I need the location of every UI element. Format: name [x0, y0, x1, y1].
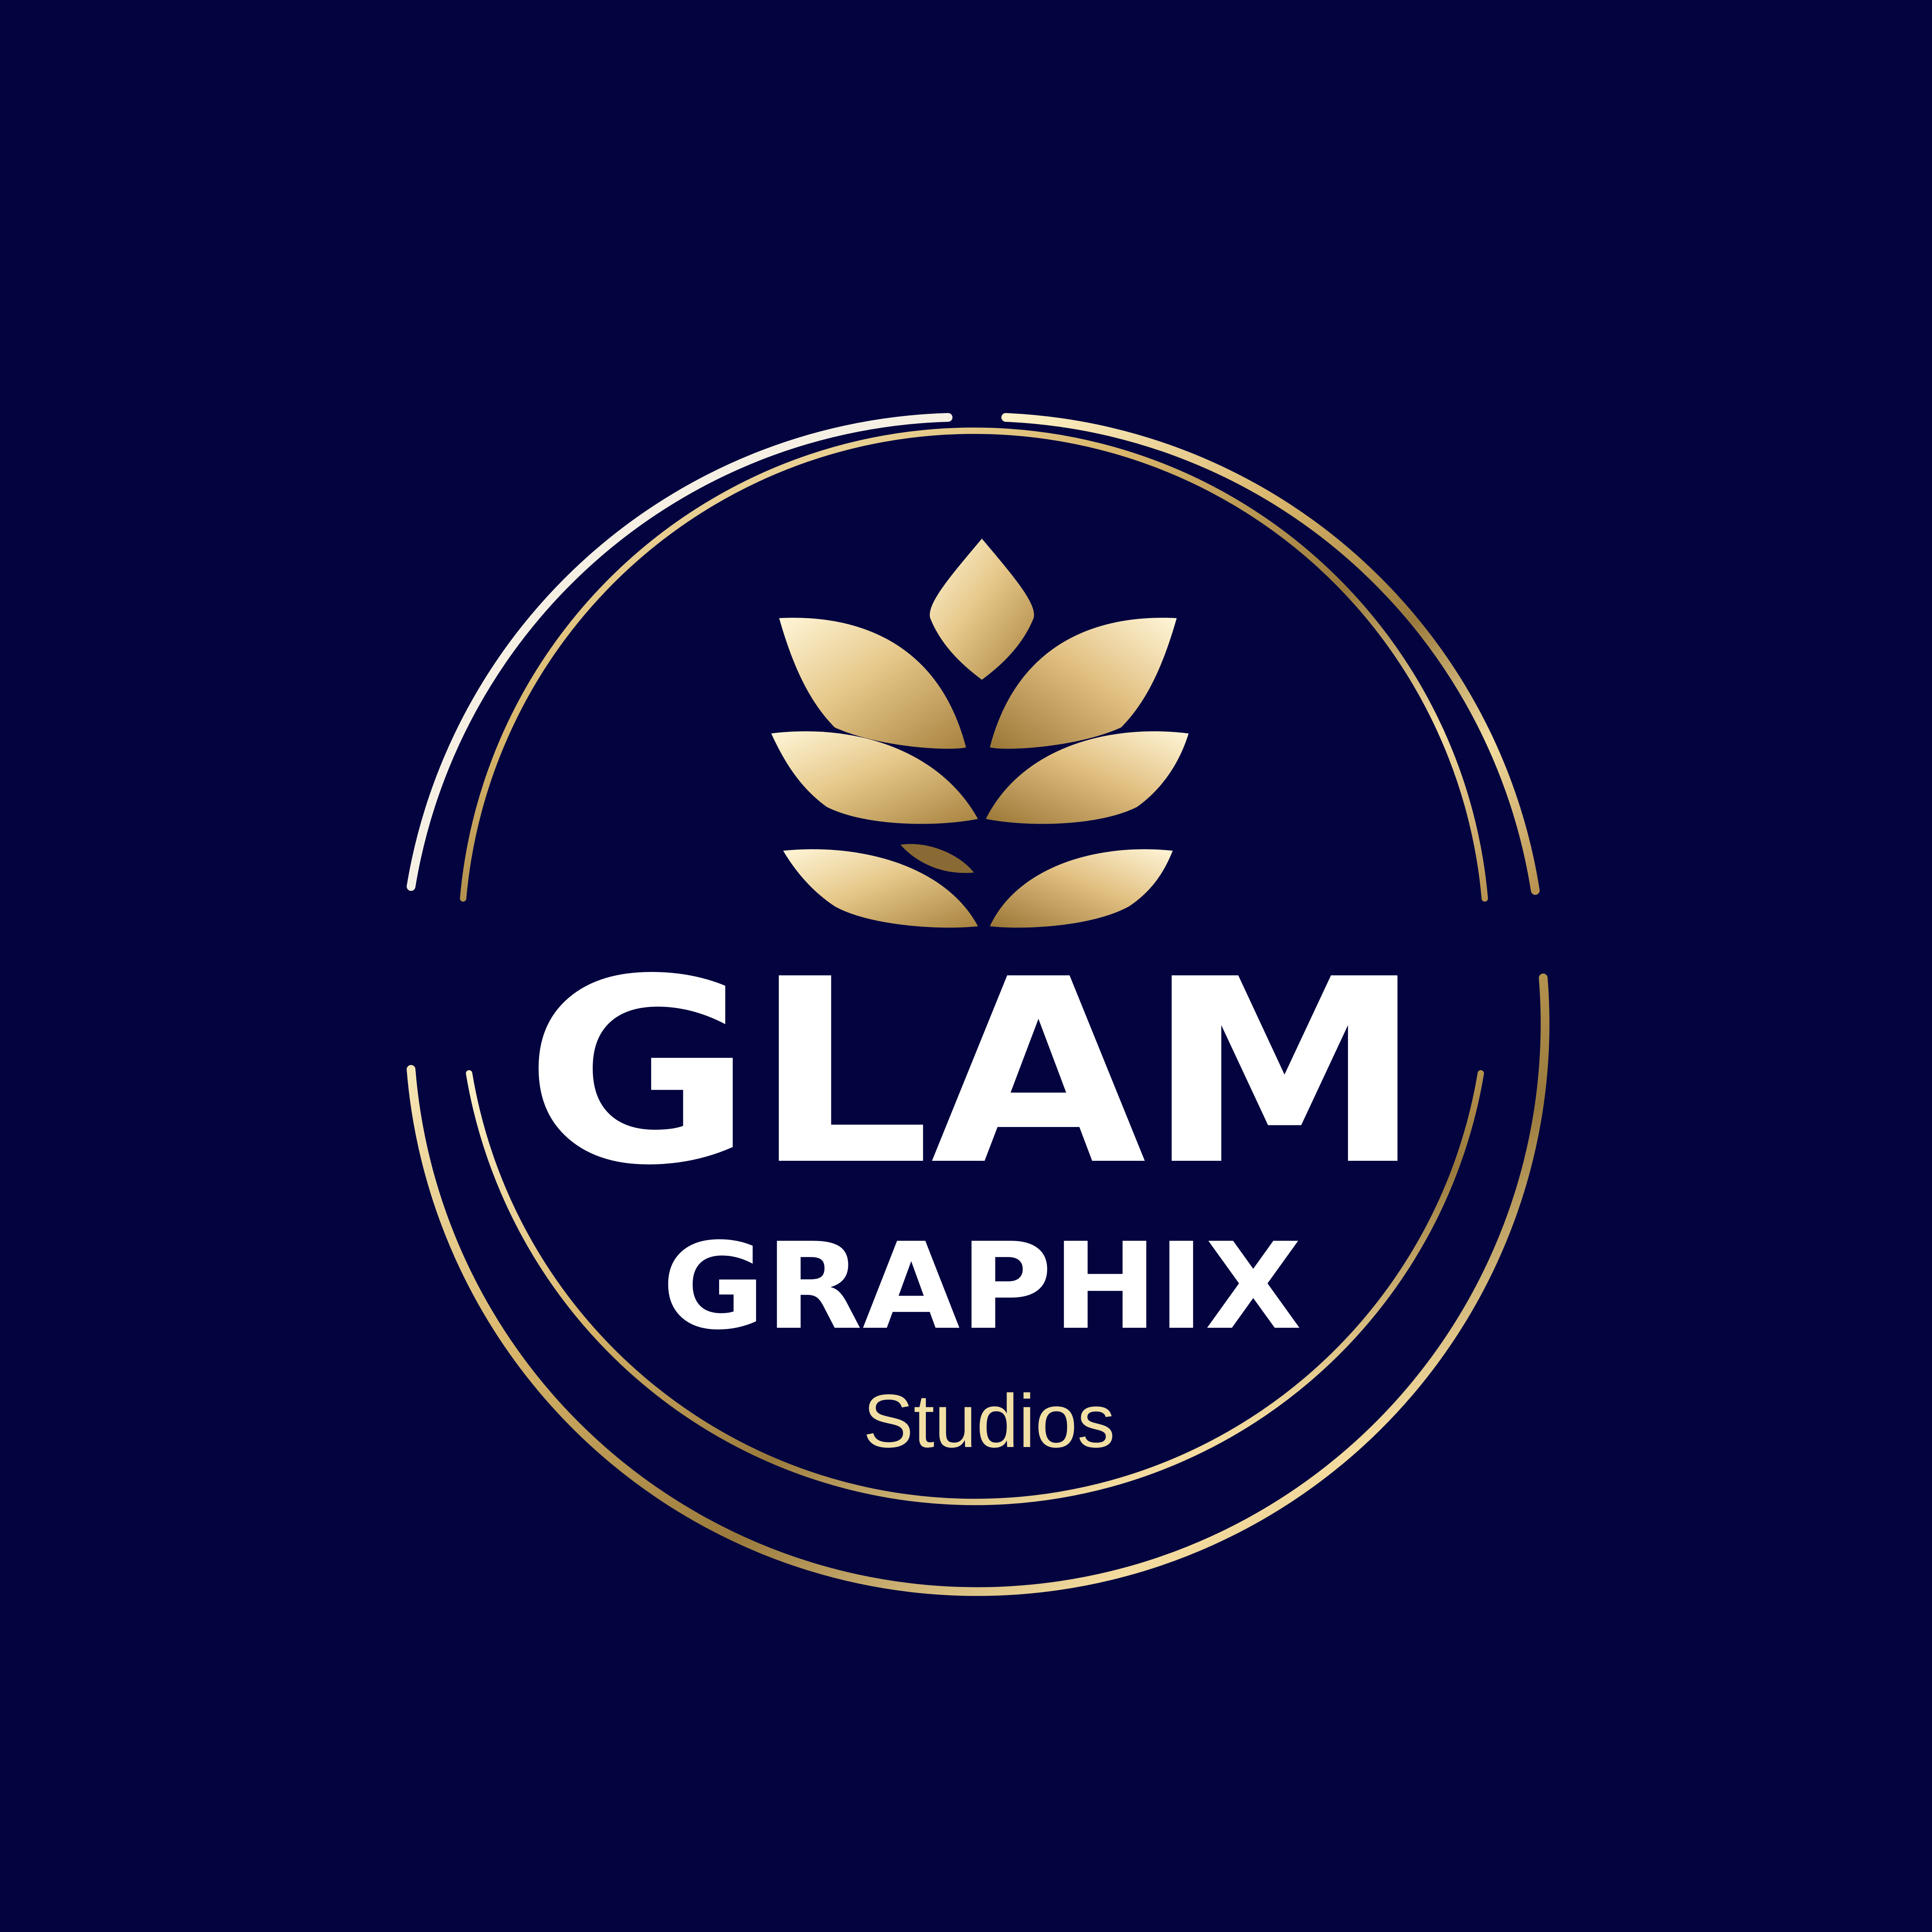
logo-primary-word: GLAM [525, 925, 1423, 1221]
lotus-leaf-icon [771, 539, 1189, 927]
logo-secondary-word: GRAPHIX [662, 1217, 1302, 1356]
logo-tagline: Studios [863, 1379, 1115, 1463]
